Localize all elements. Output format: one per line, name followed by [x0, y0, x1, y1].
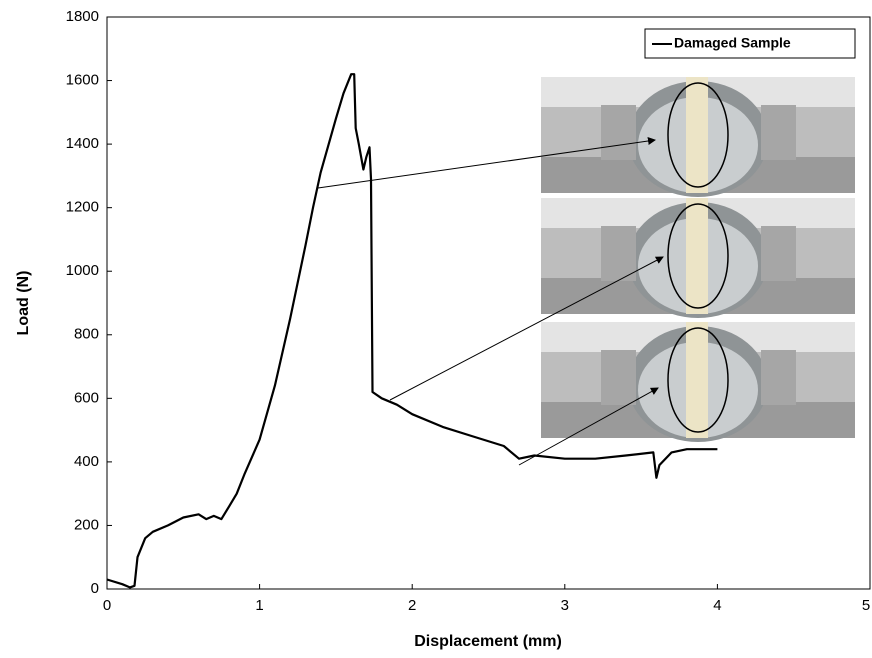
- legend-label: Damaged Sample: [674, 35, 791, 51]
- y-tick-label: 1600: [66, 72, 99, 89]
- x-tick-label: 3: [561, 597, 569, 614]
- plot-frame: [106, 16, 871, 590]
- arrows: [317, 137, 664, 466]
- y-tick-label: 600: [74, 389, 99, 406]
- y-tick-label: 200: [74, 516, 99, 533]
- photo-insets: [540, 76, 856, 443]
- y-axis-title: Load (N): [15, 271, 32, 336]
- y-tick-label: 1400: [66, 135, 99, 152]
- y-tick-label: 1000: [66, 262, 99, 279]
- x-tick-label: 2: [408, 597, 416, 614]
- y-tick-label: 400: [74, 453, 99, 470]
- x-tick-label: 4: [713, 597, 721, 614]
- y-tick-label: 0: [91, 580, 99, 597]
- y-tick-label: 800: [74, 326, 99, 343]
- x-tick-label: 1: [255, 597, 263, 614]
- y-tick-label: 1800: [66, 8, 99, 25]
- legend: Damaged Sample: [644, 28, 856, 59]
- x-axis-title: Displacement (mm): [414, 633, 562, 650]
- legend-box: [644, 28, 856, 59]
- x-tick-label: 5: [862, 597, 870, 614]
- y-tick-label: 1200: [66, 199, 99, 216]
- x-tick-label: 0: [103, 597, 111, 614]
- data-line: [106, 73, 718, 589]
